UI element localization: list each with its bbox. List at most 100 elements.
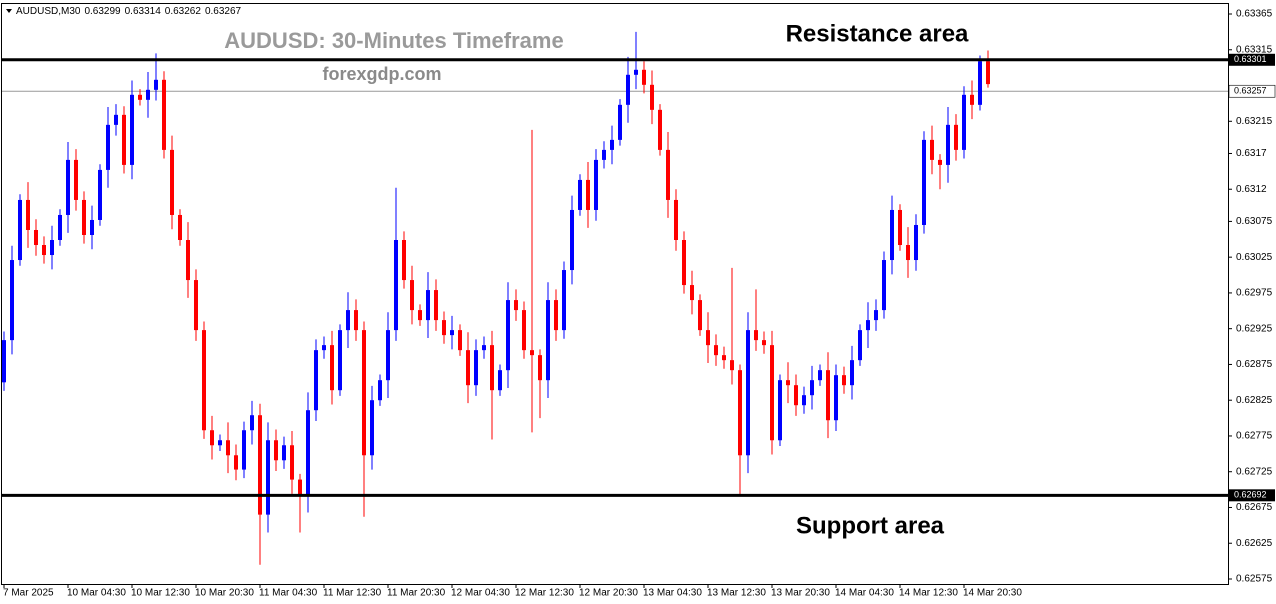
candle-body bbox=[10, 260, 14, 341]
level-label: 0.63301 bbox=[1234, 54, 1267, 64]
candle-body bbox=[442, 320, 446, 336]
y-tick-label: 0.63025 bbox=[1236, 252, 1273, 263]
candle-body bbox=[490, 345, 494, 391]
x-tick-label: 14 Mar 20:30 bbox=[963, 588, 1022, 599]
candle-body bbox=[874, 310, 878, 321]
header-value: 0.63267 bbox=[205, 6, 242, 17]
x-tick-label: 11 Mar 04:30 bbox=[259, 588, 318, 599]
y-tick-label: 0.6317 bbox=[1236, 148, 1267, 159]
candle-body bbox=[42, 245, 46, 256]
header-value: 0.63314 bbox=[125, 6, 162, 17]
x-tick-label: 10 Mar 12:30 bbox=[131, 588, 190, 599]
candle-body bbox=[890, 209, 894, 261]
candle-body bbox=[738, 370, 742, 456]
candle-body bbox=[858, 330, 862, 361]
candle-body bbox=[82, 199, 86, 235]
candle-body bbox=[762, 340, 766, 346]
candle-body bbox=[578, 179, 582, 210]
candle-body bbox=[754, 330, 758, 341]
candle-body bbox=[674, 199, 678, 241]
candle-body bbox=[690, 285, 694, 301]
candle-body bbox=[18, 199, 22, 261]
candle-body bbox=[978, 61, 982, 105]
candle-body bbox=[34, 229, 38, 246]
candle-body bbox=[506, 300, 510, 371]
candle-body bbox=[522, 310, 526, 351]
candle-body bbox=[322, 345, 326, 351]
candle-body bbox=[954, 124, 958, 150]
candle-body bbox=[250, 415, 254, 431]
candle-body bbox=[426, 290, 430, 321]
candle-body bbox=[666, 149, 670, 200]
candle-body bbox=[594, 159, 598, 210]
candle-body bbox=[586, 179, 590, 210]
y-tick-label: 0.6312 bbox=[1236, 184, 1267, 195]
x-tick-label: 13 Mar 12:30 bbox=[707, 588, 766, 599]
candle-body bbox=[306, 410, 310, 495]
x-tick-label: 13 Mar 20:30 bbox=[771, 588, 830, 599]
y-tick-label: 0.62975 bbox=[1236, 288, 1273, 299]
candle-body bbox=[154, 79, 158, 90]
y-tick-label: 0.62575 bbox=[1236, 574, 1273, 585]
y-tick-label: 0.62725 bbox=[1236, 466, 1273, 477]
candle-body bbox=[458, 330, 462, 351]
header-value: 0.63299 bbox=[84, 6, 121, 17]
y-tick-label: 0.62875 bbox=[1236, 359, 1273, 370]
candle-body bbox=[698, 300, 702, 331]
candle-body bbox=[50, 240, 54, 256]
candle-body bbox=[218, 440, 222, 446]
candle-body bbox=[602, 149, 606, 160]
candle-body bbox=[842, 375, 846, 386]
chart-title: AUDUSD: 30-Minutes Timeframe bbox=[224, 28, 563, 53]
candle-body bbox=[786, 380, 790, 386]
candle-body bbox=[378, 380, 382, 401]
candle-body bbox=[834, 375, 838, 421]
candle-body bbox=[226, 440, 230, 456]
annotation: Support area bbox=[796, 512, 945, 539]
price-label-box bbox=[1228, 84, 1276, 98]
candle-body bbox=[434, 290, 438, 321]
candle-body bbox=[930, 139, 934, 160]
candle-body bbox=[658, 109, 662, 150]
candle-body bbox=[26, 199, 30, 230]
candle-body bbox=[682, 240, 686, 286]
candle-body bbox=[178, 214, 182, 241]
candle-body bbox=[826, 370, 830, 421]
candle-body bbox=[162, 79, 166, 150]
candle-body bbox=[202, 330, 206, 431]
candle-body bbox=[242, 430, 246, 470]
candle-body bbox=[610, 139, 614, 150]
candle-body bbox=[234, 455, 238, 470]
candle-body bbox=[122, 114, 126, 165]
price-label: 0.63257 bbox=[1234, 86, 1267, 96]
candle-body bbox=[274, 440, 278, 461]
candle-body bbox=[74, 159, 78, 200]
candle-body bbox=[266, 440, 270, 515]
candle-body bbox=[314, 350, 318, 411]
y-tick-label: 0.63365 bbox=[1236, 9, 1273, 20]
candle-body bbox=[546, 300, 550, 381]
candle-body bbox=[330, 345, 334, 391]
candle-body bbox=[186, 240, 190, 281]
candle-body bbox=[706, 330, 710, 346]
candle-body bbox=[634, 69, 638, 75]
candle-body bbox=[986, 61, 990, 85]
candle-body bbox=[410, 280, 414, 311]
x-tick-label: 14 Mar 12:30 bbox=[899, 588, 958, 599]
y-tick-label: 0.63215 bbox=[1236, 116, 1273, 127]
candle-body bbox=[282, 445, 286, 461]
menu-arrow bbox=[6, 9, 12, 13]
x-tick-label: 7 Mar 2025 bbox=[3, 588, 54, 599]
candle-body bbox=[370, 400, 374, 456]
y-tick-label: 0.62625 bbox=[1236, 538, 1273, 549]
x-tick-label: 10 Mar 04:30 bbox=[67, 588, 126, 599]
candle-body bbox=[66, 159, 70, 215]
x-tick-label: 11 Mar 20:30 bbox=[387, 588, 446, 599]
candle-body bbox=[114, 114, 118, 125]
x-tick-label: 12 Mar 04:30 bbox=[451, 588, 510, 599]
y-tick-label: 0.62775 bbox=[1236, 431, 1273, 442]
candle-body bbox=[922, 139, 926, 225]
candle-body bbox=[146, 89, 150, 100]
plot-frame bbox=[1, 3, 1229, 585]
y-tick-label: 0.62925 bbox=[1236, 323, 1273, 334]
